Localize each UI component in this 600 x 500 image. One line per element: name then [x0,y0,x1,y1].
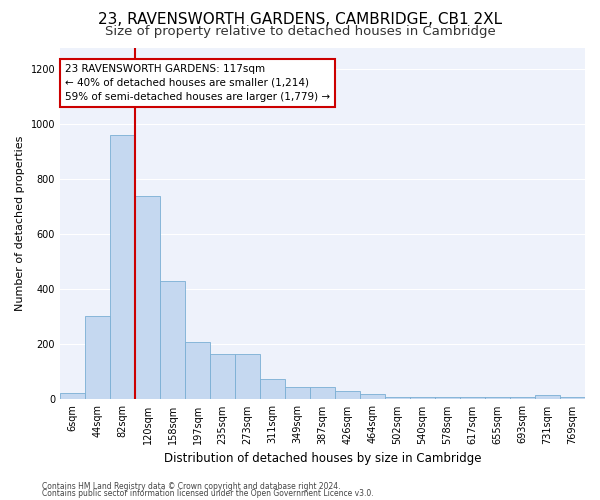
X-axis label: Distribution of detached houses by size in Cambridge: Distribution of detached houses by size … [164,452,481,465]
Text: Contains HM Land Registry data © Crown copyright and database right 2024.: Contains HM Land Registry data © Crown c… [42,482,341,491]
Bar [410,396,435,400]
Bar [285,386,310,400]
Bar [510,396,535,400]
Text: 23 RAVENSWORTH GARDENS: 117sqm
← 40% of detached houses are smaller (1,214)
59% : 23 RAVENSWORTH GARDENS: 117sqm ← 40% of … [65,64,330,102]
Bar [160,281,185,400]
Bar [210,354,235,400]
Text: Size of property relative to detached houses in Cambridge: Size of property relative to detached ho… [104,25,496,38]
Bar [310,386,335,400]
Bar [135,196,160,400]
Bar [110,136,135,400]
Y-axis label: Number of detached properties: Number of detached properties [15,136,25,311]
Bar [260,379,285,400]
Bar [235,354,260,400]
Bar [460,396,485,400]
Bar [335,391,360,400]
Bar [60,392,85,400]
Bar [535,396,560,400]
Bar [485,396,510,400]
Bar [185,342,210,400]
Bar [360,394,385,400]
Text: Contains public sector information licensed under the Open Government Licence v3: Contains public sector information licen… [42,489,374,498]
Bar [385,396,410,400]
Bar [85,316,110,400]
Text: 23, RAVENSWORTH GARDENS, CAMBRIDGE, CB1 2XL: 23, RAVENSWORTH GARDENS, CAMBRIDGE, CB1 … [98,12,502,28]
Bar [560,396,585,400]
Bar [435,396,460,400]
